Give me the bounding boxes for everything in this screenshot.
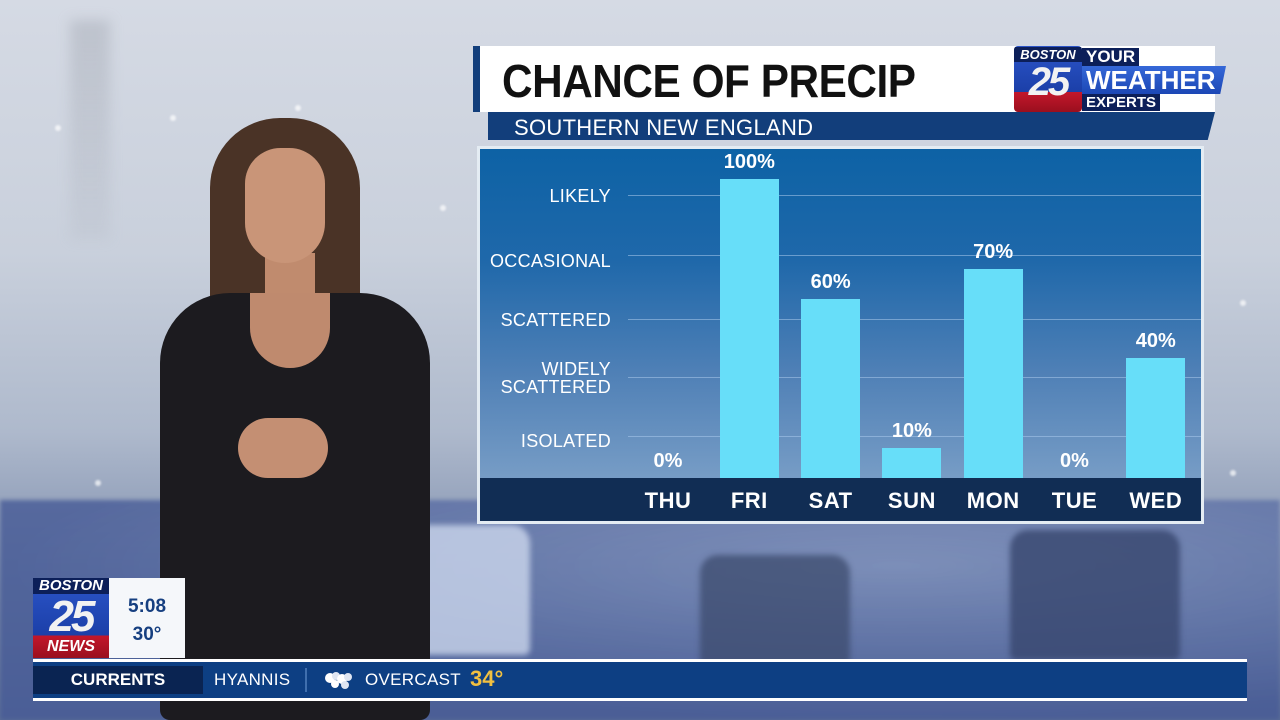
logo-station-text: BOSTON [1014,47,1082,62]
background-tree [70,20,110,240]
snowflake [440,205,446,211]
bar-sun [882,448,942,478]
tagline-experts: EXPERTS [1082,94,1161,111]
overcast-cloud-icon [325,672,352,689]
x-label-sun: SUN [887,488,936,513]
station-logo-icon: BOSTON 25 [1014,46,1082,112]
snowflake [1230,470,1236,476]
ticker-condition: OVERCAST [365,670,461,689]
background-car [1010,530,1180,660]
bug-channel-number: 25 [49,592,96,641]
y-label-widely-scattered: WIDELY SCATTERED [500,359,611,397]
tagline-your: YOUR [1082,48,1140,66]
background-car [410,525,530,655]
weather-experts-logo: BOSTON 25 YOUR WEATHER EXPERTS [1014,46,1228,114]
bar-value-label-wed: 40% [1135,330,1176,353]
bug-temperature: 30° [132,624,162,645]
background-car [700,555,850,665]
station-bug: BOSTON 25 NEWS 5:08 30° [33,578,185,658]
tagline-weather: WEATHER [1082,66,1226,94]
x-axis-band: THU FRI SAT SUN MON TUE WED [480,478,1201,521]
bar-value-label-sat: 60% [810,270,851,293]
presenter-face [245,148,325,263]
y-label-occasional: OCCASIONAL [489,251,611,271]
bar-value-label-sun: 10% [891,420,932,443]
y-label-likely: LIKELY [549,186,611,206]
gridline-occasional [628,255,1201,256]
snowflake [95,480,101,486]
presenter-neckline [250,293,330,368]
bug-info-panel: 5:08 30° [109,578,185,658]
x-label-fri: FRI [730,488,768,513]
gridline-isolated [628,436,1201,437]
x-label-wed: WED [1129,488,1183,513]
snowflake [1240,300,1246,306]
page-title: CHANCE OF PRECIP [502,55,916,107]
bar-wed [1126,358,1186,478]
logo-channel-number: 25 [1028,60,1071,104]
y-label-isolated: ISOLATED [520,431,611,451]
snowflake [170,115,176,121]
snowflake [55,125,61,131]
region-subtitle: SOUTHERN NEW ENGLAND [514,115,814,140]
x-label-mon: MON [966,488,1020,513]
bar-sat [801,298,861,478]
subtitle-bar: SOUTHERN NEW ENGLAND [488,112,1215,140]
presenter-hands [238,418,328,478]
bar-value-label-tue: 0% [1060,450,1089,472]
snowflake [295,105,301,111]
bar-value-label-mon: 70% [973,240,1014,263]
ticker-label: CURRENTS [33,666,203,694]
bug-time: 5:08 [127,596,167,617]
bar-value-label-thu: 0% [653,450,683,472]
x-label-thu: THU [644,488,692,513]
x-label-sat: SAT [808,488,853,513]
gridline-widely-scattered [628,377,1201,378]
ticker-city: HYANNIS [214,670,291,689]
bug-news-text: NEWS [47,638,95,655]
ticker-divider [305,668,307,692]
gridline-likely [628,195,1201,196]
gridline-scattered [628,319,1201,320]
ticker-temperature: 34° [470,666,504,691]
bar-value-label-fri: 100% [723,151,775,173]
precip-chart: LIKELY OCCASIONAL SCATTERED WIDELY SCATTE… [477,146,1204,524]
bug-station-text: BOSTON [33,578,109,594]
y-label-scattered: SCATTERED [500,310,611,330]
presenter [150,118,440,720]
bar-fri [719,179,779,478]
bar-mon [963,268,1023,478]
news-logo-icon: BOSTON 25 NEWS [33,578,109,658]
x-label-tue: TUE [1051,488,1098,513]
currents-ticker: CURRENTS HYANNIS OVERCAST 34° [33,659,1247,701]
